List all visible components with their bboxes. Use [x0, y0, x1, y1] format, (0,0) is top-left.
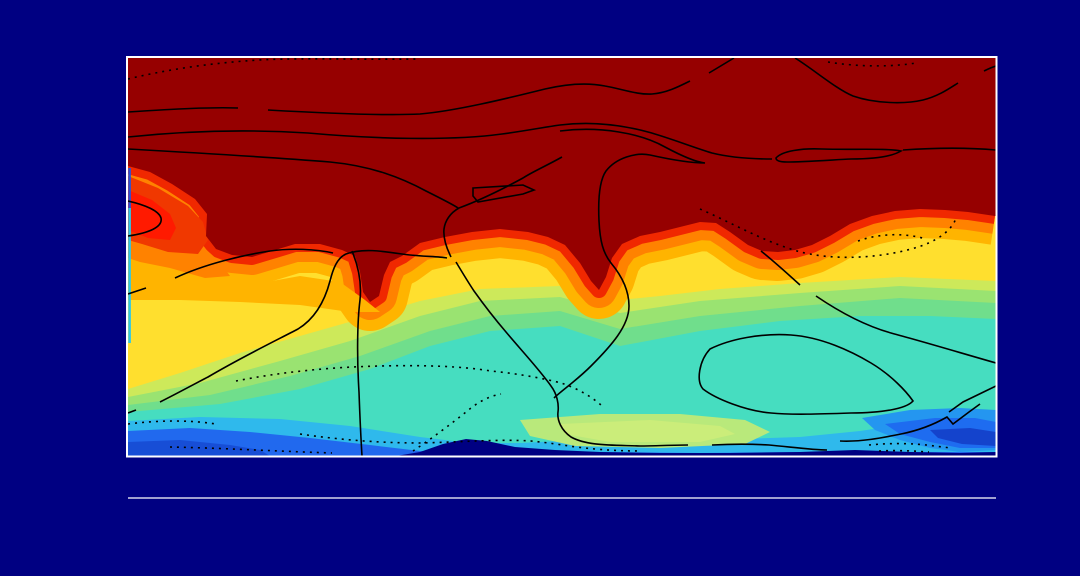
plot-frame — [126, 56, 998, 458]
fill-navy-bottom — [396, 439, 996, 456]
colorbar — [128, 499, 996, 506]
fill-hotspot-core — [128, 190, 176, 240]
fill-bluepool-deep — [930, 428, 996, 446]
fill-band-teal — [128, 316, 996, 456]
fill-left-edge-blue-strip — [128, 168, 131, 210]
contour-fill-field — [128, 58, 996, 456]
fill-amber-blob-left — [128, 240, 380, 312]
contour-lines-dotted — [128, 58, 957, 454]
fill-green-blob-core — [560, 420, 735, 442]
contour-lines-solid — [128, 58, 996, 456]
fill-band-blue — [128, 428, 996, 456]
fill-left-edge-cyan-strip — [128, 208, 131, 343]
fill-darkred-stratosphere — [128, 58, 996, 302]
